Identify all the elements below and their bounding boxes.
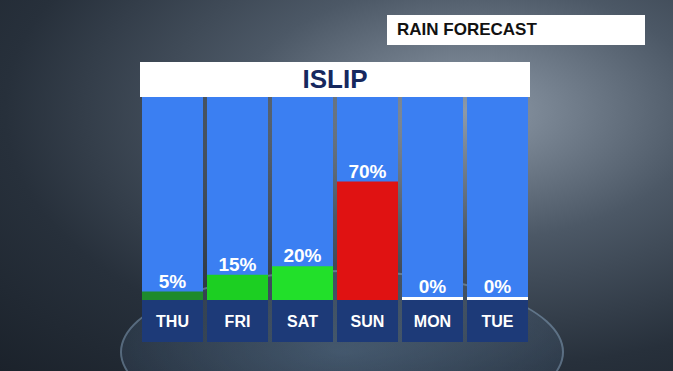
svg-text:FRI: FRI [225,313,251,330]
svg-text:15%: 15% [218,254,256,275]
svg-text:0%: 0% [419,276,447,297]
svg-text:THU: THU [156,313,189,330]
svg-text:20%: 20% [283,245,321,266]
svg-text:0%: 0% [484,276,512,297]
svg-text:SUN: SUN [351,313,385,330]
svg-text:MON: MON [414,313,451,330]
svg-text:TUE: TUE [482,313,514,330]
svg-text:70%: 70% [348,161,386,182]
html-text:ISLIP: ISLIP [302,64,368,94]
svg-text:SAT: SAT [287,313,318,330]
html-text:RAIN FORECAST: RAIN FORECAST [397,20,537,39]
svg-text:5%: 5% [159,271,187,292]
